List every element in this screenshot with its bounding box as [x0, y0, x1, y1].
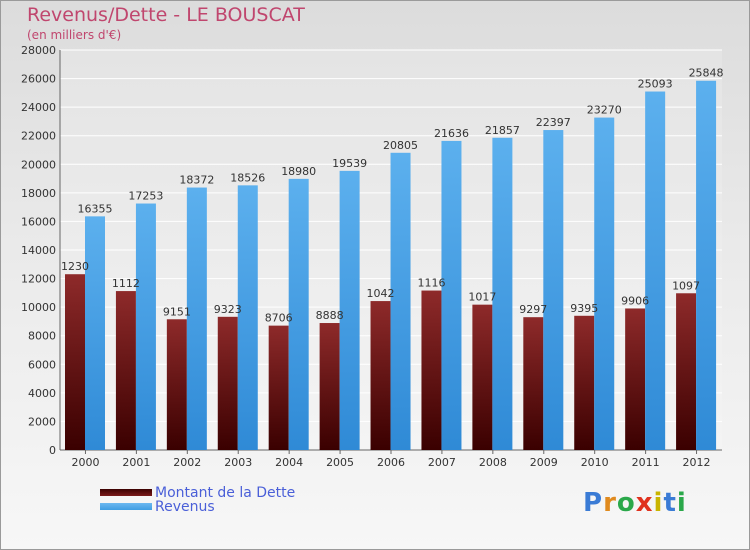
data-label-dette: 1112 — [112, 277, 140, 290]
bar-revenus — [339, 170, 360, 450]
data-label-revenus: 20805 — [383, 139, 418, 152]
data-label-dette: 1042 — [367, 287, 395, 300]
bar-revenus — [85, 216, 105, 450]
data-label-revenus: 18372 — [179, 174, 214, 187]
x-tick-label: 2005 — [326, 456, 354, 469]
data-label-dette: 1230 — [61, 260, 89, 273]
x-tick-label: 2012 — [683, 456, 711, 469]
x-tick-label: 2004 — [275, 456, 303, 469]
y-tick-label: 0 — [49, 444, 56, 457]
data-label-revenus: 16355 — [78, 202, 113, 215]
x-tick-label: 2002 — [173, 456, 201, 469]
data-label-dette: 9297 — [519, 303, 547, 316]
data-label-revenus: 23270 — [587, 104, 622, 117]
bar-revenus — [441, 140, 462, 450]
logo-letter: P — [583, 488, 604, 518]
x-tick-label: 2008 — [479, 456, 507, 469]
bar-revenus — [237, 185, 258, 451]
data-label-dette: 1017 — [468, 291, 496, 304]
proxiti-logo: Proxiti — [583, 488, 687, 518]
data-label-dette: 8888 — [316, 309, 344, 322]
data-label-revenus: 18980 — [281, 165, 316, 178]
x-tick-label: 2007 — [428, 456, 456, 469]
bar-dette — [319, 323, 340, 450]
chart-title: Revenus/Dette - LE BOUSCAT — [27, 4, 305, 26]
x-tick-label: 2011 — [632, 456, 660, 469]
y-tick-label: 10000 — [21, 301, 56, 314]
data-label-revenus: 19539 — [332, 157, 367, 170]
x-tick-label: 2003 — [224, 456, 252, 469]
x-tick-label: 2010 — [581, 456, 609, 469]
chart-subtitle: (en milliers d'€) — [27, 28, 122, 42]
y-tick-label: 2000 — [28, 415, 56, 428]
bar-dette — [370, 301, 391, 450]
legend-swatch-revenus — [100, 503, 152, 510]
data-label-dette: 9906 — [621, 294, 649, 307]
data-label-revenus: 17253 — [128, 190, 163, 203]
y-tick-label: 28000 — [21, 44, 56, 57]
y-tick-label: 4000 — [28, 387, 56, 400]
x-tick-label: 2001 — [122, 456, 150, 469]
y-tick-label: 14000 — [21, 244, 56, 257]
data-label-dette: 9323 — [214, 303, 242, 316]
bar-revenus — [492, 137, 513, 450]
logo-letter: x — [635, 488, 654, 518]
y-tick-label: 8000 — [28, 330, 56, 343]
data-label-dette: 8706 — [265, 312, 293, 325]
bar-dette — [217, 316, 238, 450]
bar-revenus — [186, 187, 207, 451]
data-label-dette: 9395 — [570, 302, 598, 315]
bar-revenus — [135, 203, 156, 450]
x-tick-label: 2009 — [530, 456, 558, 469]
data-label-revenus: 25093 — [638, 78, 673, 91]
data-label-revenus: 18526 — [230, 171, 265, 184]
data-label-revenus: 21636 — [434, 127, 469, 140]
y-tick-label: 18000 — [21, 187, 56, 200]
bar-dette — [523, 317, 544, 450]
data-label-dette: 9151 — [163, 305, 191, 318]
bar-revenus — [288, 178, 309, 450]
bar-dette — [166, 319, 187, 450]
logo-letter: r — [603, 488, 617, 518]
y-tick-label: 12000 — [21, 273, 56, 286]
data-label-revenus: 21857 — [485, 124, 520, 137]
bar-revenus — [645, 91, 666, 451]
x-tick-label: 2000 — [71, 456, 99, 469]
y-tick-label: 24000 — [21, 101, 56, 114]
y-tick-label: 22000 — [21, 130, 56, 143]
bar-revenus — [696, 80, 717, 450]
bar-dette — [115, 291, 136, 450]
logo-letter: o — [616, 488, 636, 518]
logo-letter: i — [676, 488, 687, 518]
bar-dette — [268, 325, 289, 450]
logo-letter: i — [653, 488, 664, 518]
y-tick-label: 26000 — [21, 73, 56, 86]
legend-label-dette: Montant de la Dette — [155, 485, 296, 501]
bar-revenus — [543, 130, 564, 451]
bar-dette — [421, 290, 442, 450]
data-label-revenus: 25848 — [689, 67, 724, 80]
bar-dette — [472, 304, 493, 450]
logo-letter: t — [663, 488, 677, 518]
bar-revenus — [390, 152, 411, 451]
bar-dette — [65, 274, 85, 450]
y-tick-label: 16000 — [21, 215, 56, 228]
bar-dette — [625, 308, 646, 450]
bar-dette — [574, 315, 595, 450]
legend-swatch-dette — [100, 489, 152, 496]
legend-label-revenus: Revenus — [155, 499, 215, 515]
data-label-dette: 1116 — [417, 277, 445, 290]
data-label-revenus: 22397 — [536, 116, 571, 129]
y-tick-label: 6000 — [28, 358, 56, 371]
bar-revenus — [594, 117, 615, 451]
x-tick-label: 2006 — [377, 456, 405, 469]
data-label-dette: 1097 — [672, 279, 700, 292]
y-tick-label: 20000 — [21, 158, 56, 171]
bar-dette — [676, 293, 697, 450]
